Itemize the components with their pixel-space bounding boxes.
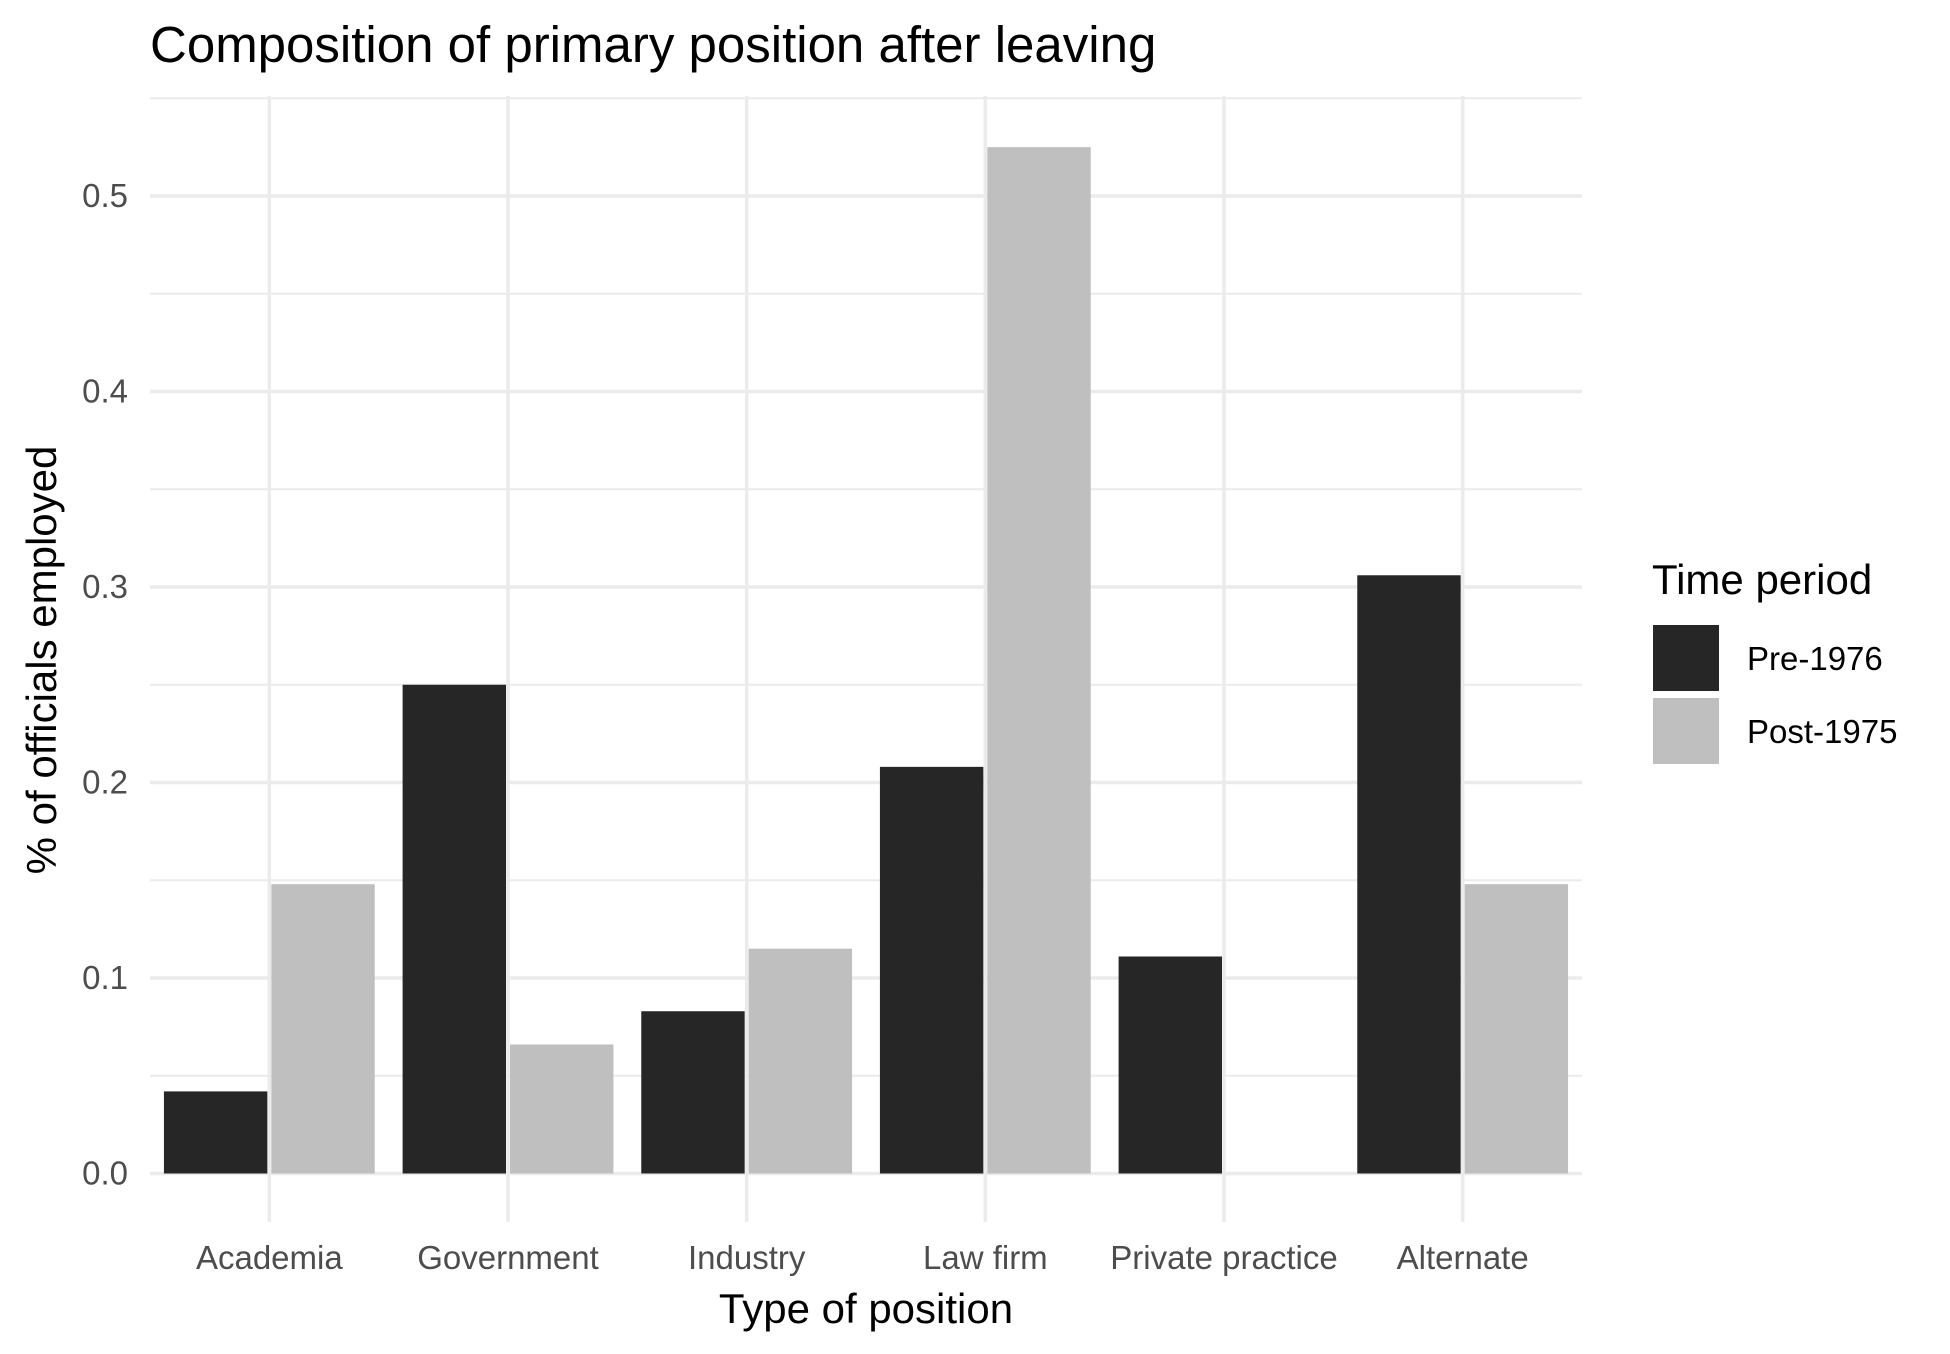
y-tick-label: 0.5	[82, 177, 128, 214]
x-tick-label: Private practice	[1110, 1239, 1337, 1276]
x-tick-label: Academia	[196, 1239, 343, 1276]
legend-label: Pre-1976	[1747, 640, 1883, 677]
bar-post-1975-industry	[748, 948, 853, 1174]
x-tick-label: Alternate	[1397, 1239, 1529, 1276]
bar-pre-1976-law-firm	[879, 766, 984, 1174]
bars-layer	[163, 147, 1569, 1174]
y-tick-label: 0.4	[82, 373, 128, 410]
y-axis-title: % of officials employed	[18, 446, 65, 875]
bar-pre-1976-government	[402, 684, 506, 1174]
y-tick-label: 0.3	[82, 568, 128, 605]
chart-title: Composition of primary position after le…	[150, 16, 1156, 73]
y-tick-label: 0.1	[82, 959, 128, 996]
axis-labels-layer: 0.0 0.1 0.2 0.3 0.4 0.5 Academia Government Indu…	[82, 177, 1529, 1276]
bar-pre-1976-alternate	[1357, 575, 1461, 1174]
x-tick-label: Law firm	[923, 1239, 1048, 1276]
y-tick-label: 0.2	[82, 764, 128, 801]
bar-post-1975-alternate	[1464, 884, 1569, 1174]
bar-post-1975-government	[510, 1044, 614, 1174]
legend-title: Time period	[1652, 556, 1872, 603]
bar-post-1975-academia	[271, 884, 375, 1174]
grid-layer	[150, 96, 1582, 1222]
x-tick-label: Government	[417, 1239, 599, 1276]
legend-label: Post-1975	[1747, 713, 1897, 750]
y-tick-label: 0.0	[82, 1155, 128, 1192]
bar-post-1975-law-firm	[987, 147, 1091, 1174]
legend-key-pre-1976	[1653, 625, 1719, 691]
bar-pre-1976-industry	[641, 1011, 745, 1174]
bar-pre-1976-private-practice	[1118, 956, 1222, 1174]
x-axis-title: Type of position	[719, 1285, 1013, 1332]
legend-items: Pre-1976 Post-1975	[1653, 625, 1897, 764]
legend-key-post-1975	[1653, 698, 1719, 764]
legend: Time period Pre-1976 Post-1975	[1652, 556, 1897, 764]
x-tick-label: Industry	[688, 1239, 806, 1276]
bar-pre-1976-academia	[163, 1091, 268, 1174]
